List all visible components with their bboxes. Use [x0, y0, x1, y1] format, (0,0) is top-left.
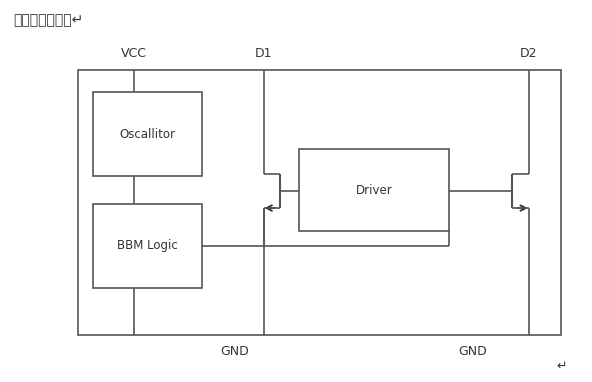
Text: Oscallitor: Oscallitor [119, 128, 175, 141]
Bar [93, 204, 202, 288]
Bar [299, 149, 449, 231]
Text: GND: GND [458, 345, 487, 358]
Bar [78, 70, 561, 335]
Text: 产品结构图如下↵: 产品结构图如下↵ [13, 13, 83, 27]
Text: D1: D1 [255, 47, 272, 60]
Text: Driver: Driver [356, 184, 392, 197]
Bar [93, 92, 202, 176]
Text: BBM Logic: BBM Logic [117, 240, 178, 253]
Text: VCC: VCC [121, 47, 147, 60]
Text: D2: D2 [520, 47, 538, 60]
Text: GND: GND [220, 345, 249, 358]
Text: ↵: ↵ [556, 360, 567, 373]
